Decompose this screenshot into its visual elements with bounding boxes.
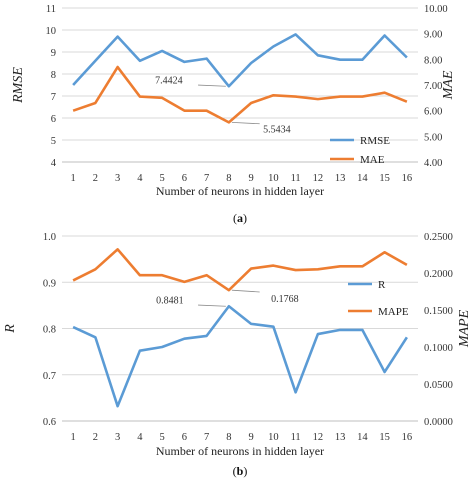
x-tick-label: 12 bbox=[313, 173, 324, 184]
legend-label-mae: MAE bbox=[360, 154, 385, 166]
x-tick-label: 9 bbox=[249, 432, 254, 443]
series-line-mae bbox=[72, 65, 408, 124]
x-tick-label: 10 bbox=[268, 432, 279, 443]
y-right-axis-title: MAE bbox=[441, 70, 456, 100]
y-left-tick-label: 0.7 bbox=[43, 371, 56, 382]
x-tick-label: 10 bbox=[268, 173, 279, 184]
callout-line bbox=[198, 84, 226, 87]
x-tick-label: 11 bbox=[291, 173, 301, 184]
panel-letter: a bbox=[237, 211, 243, 225]
x-tick-label: 14 bbox=[357, 432, 368, 443]
x-tick-label: 3 bbox=[115, 173, 120, 184]
y-left-tick-label: 8 bbox=[51, 70, 56, 81]
y-right-tick-label: 0.0500 bbox=[424, 380, 453, 391]
y-right-tick-label: 6.00 bbox=[424, 107, 442, 118]
y-left-tick-label: 6 bbox=[51, 114, 56, 125]
y-left-tick-label: 0.9 bbox=[43, 278, 56, 289]
y-left-tick-label: 4 bbox=[51, 158, 57, 169]
x-tick-label: 11 bbox=[291, 432, 301, 443]
y-right-tick-label: 0.0000 bbox=[424, 417, 453, 428]
x-tick-label: 15 bbox=[379, 432, 390, 443]
panel-label: (b) bbox=[233, 464, 248, 478]
x-tick-label: 5 bbox=[160, 173, 165, 184]
legend-label-rmse: RMSE bbox=[360, 135, 390, 147]
y-right-tick-label: 0.1000 bbox=[424, 343, 453, 354]
x-tick-label: 1 bbox=[71, 173, 76, 184]
y-right-tick-label: 5.00 bbox=[424, 132, 442, 143]
callout-line bbox=[198, 304, 226, 307]
panel-letter: b bbox=[237, 464, 244, 478]
x-tick-label: 6 bbox=[182, 173, 187, 184]
x-tick-label: 12 bbox=[313, 432, 324, 443]
x-tick-label: 4 bbox=[137, 173, 143, 184]
y-right-tick-label: 9.00 bbox=[424, 30, 442, 41]
x-tick-label: 7 bbox=[204, 173, 209, 184]
y-right-tick-label: 0.2000 bbox=[424, 269, 453, 280]
x-tick-label: 3 bbox=[115, 432, 120, 443]
x-tick-label: 1 bbox=[71, 432, 76, 443]
y-left-tick-label: 10 bbox=[46, 26, 57, 37]
y-right-tick-label: 0.1500 bbox=[424, 306, 453, 317]
y-left-tick-label: 9 bbox=[51, 48, 56, 59]
data-label: 5.5434 bbox=[263, 124, 291, 135]
x-tick-label: 16 bbox=[402, 432, 413, 443]
series-line-mape bbox=[72, 248, 408, 292]
y-left-axis-title: RMSE bbox=[11, 67, 26, 104]
y-right-tick-label: 0.2500 bbox=[424, 232, 453, 243]
y-right-tick-label: 4.00 bbox=[424, 158, 442, 169]
y-left-tick-label: 5 bbox=[51, 136, 56, 147]
legend-label-mape: MAPE bbox=[378, 306, 409, 318]
x-tick-label: 13 bbox=[335, 432, 346, 443]
callout-line bbox=[231, 289, 260, 293]
x-tick-label: 15 bbox=[379, 173, 390, 184]
x-tick-label: 9 bbox=[249, 173, 254, 184]
x-tick-label: 13 bbox=[335, 173, 346, 184]
data-label: 0.1768 bbox=[271, 294, 299, 305]
x-tick-label: 2 bbox=[93, 432, 98, 443]
chart-panel-b: 0.6 0.7 0.8 0.9 1.0 0.0000 0.0500 0.1000 0.1500 0… bbox=[3, 232, 472, 478]
y-left-axis-title: R bbox=[3, 324, 18, 334]
x-tick-label: 16 bbox=[402, 173, 413, 184]
x-tick-label: 4 bbox=[137, 432, 143, 443]
x-tick-label: 2 bbox=[93, 173, 98, 184]
x-axis-title: Number of neurons in hidden layer bbox=[156, 444, 324, 458]
y-left-tick-label: 1.0 bbox=[43, 232, 56, 243]
x-tick-label: 6 bbox=[182, 432, 187, 443]
data-label: 7.4424 bbox=[155, 75, 183, 86]
y-right-tick-label: 10.00 bbox=[424, 4, 448, 15]
y-left-tick-label: 0.6 bbox=[43, 417, 56, 428]
series-line-r bbox=[72, 304, 408, 408]
legend-label-r: R bbox=[378, 279, 386, 291]
x-axis-title: Number of neurons in hidden layer bbox=[156, 184, 324, 198]
panel-label: (a) bbox=[233, 211, 247, 225]
y-left-tick-label: 7 bbox=[51, 92, 56, 103]
y-left-tick-label: 11 bbox=[46, 4, 56, 15]
data-label: 0.8481 bbox=[156, 295, 184, 306]
y-right-axis-title: MAPE bbox=[457, 309, 472, 348]
x-tick-label: 14 bbox=[357, 173, 368, 184]
y-right-tick-label: 7.00 bbox=[424, 81, 442, 92]
x-tick-label: 8 bbox=[226, 173, 231, 184]
y-right-tick-label: 8.00 bbox=[424, 55, 442, 66]
y-left-tick-label: 0.8 bbox=[43, 325, 56, 336]
callout-line bbox=[231, 121, 260, 125]
x-tick-label: 7 bbox=[204, 432, 209, 443]
series-line-rmse bbox=[72, 33, 408, 88]
chart-panel-a: 4 5 6 7 8 9 10 11 4.00 5.00 6.00 7.00 8.00 9.00 10.00 1… bbox=[11, 4, 456, 225]
x-tick-label: 5 bbox=[160, 432, 165, 443]
x-tick-label: 8 bbox=[226, 432, 231, 443]
